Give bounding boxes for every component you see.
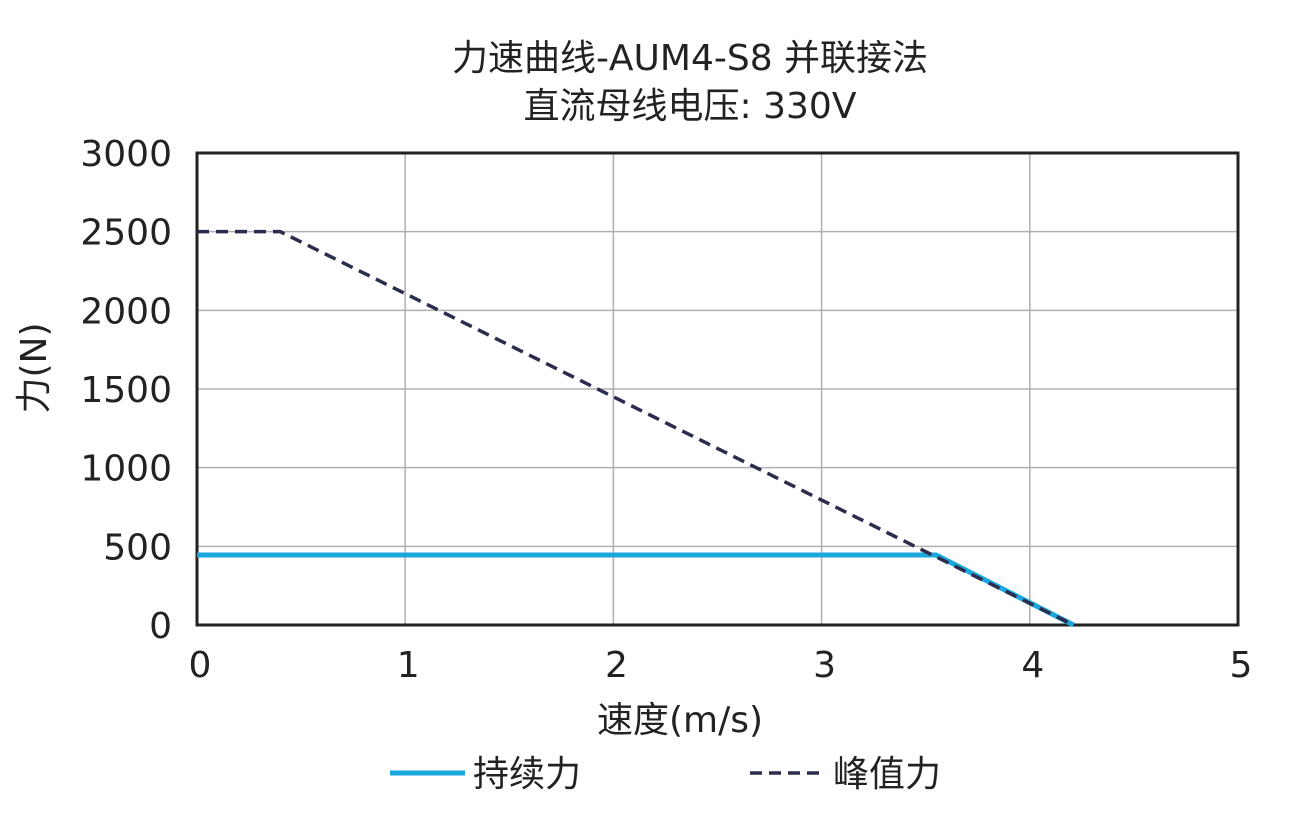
y-tick-label: 0 <box>149 606 172 647</box>
legend-label: 持续力 <box>473 754 581 795</box>
x-tick-label: 3 <box>813 645 836 686</box>
y-tick-label: 2500 <box>80 213 172 254</box>
y-tick-label: 2000 <box>80 291 172 332</box>
x-tick-label: 2 <box>605 645 628 686</box>
y-tick-label: 1000 <box>80 449 172 490</box>
plot-frame <box>195 151 1240 627</box>
x-tick-label: 4 <box>1021 645 1044 686</box>
chart-title: 力速曲线-AUM4-S8 并联接法 <box>452 38 928 79</box>
y-tick-label: 1500 <box>80 370 172 411</box>
x-axis-label: 速度(m/s) <box>597 700 763 741</box>
data-line <box>197 229 1075 627</box>
data-line <box>197 552 1075 628</box>
y-tick-label: 3000 <box>80 134 172 175</box>
y-tick-label: 500 <box>103 527 172 568</box>
x-tick-label: 1 <box>397 645 420 686</box>
chart-subtitle: 直流母线电压: 330V <box>524 86 857 127</box>
legend-label: 峰值力 <box>833 754 941 795</box>
y-axis-label: 力(N) <box>14 322 55 413</box>
x-tick-label: 5 <box>1230 645 1253 686</box>
x-tick-label: 0 <box>189 645 212 686</box>
